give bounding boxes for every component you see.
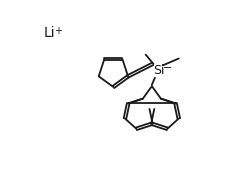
Text: +: + bbox=[54, 26, 62, 36]
Text: −: − bbox=[163, 63, 172, 73]
Text: Li: Li bbox=[44, 26, 56, 40]
Text: Si: Si bbox=[153, 63, 164, 76]
